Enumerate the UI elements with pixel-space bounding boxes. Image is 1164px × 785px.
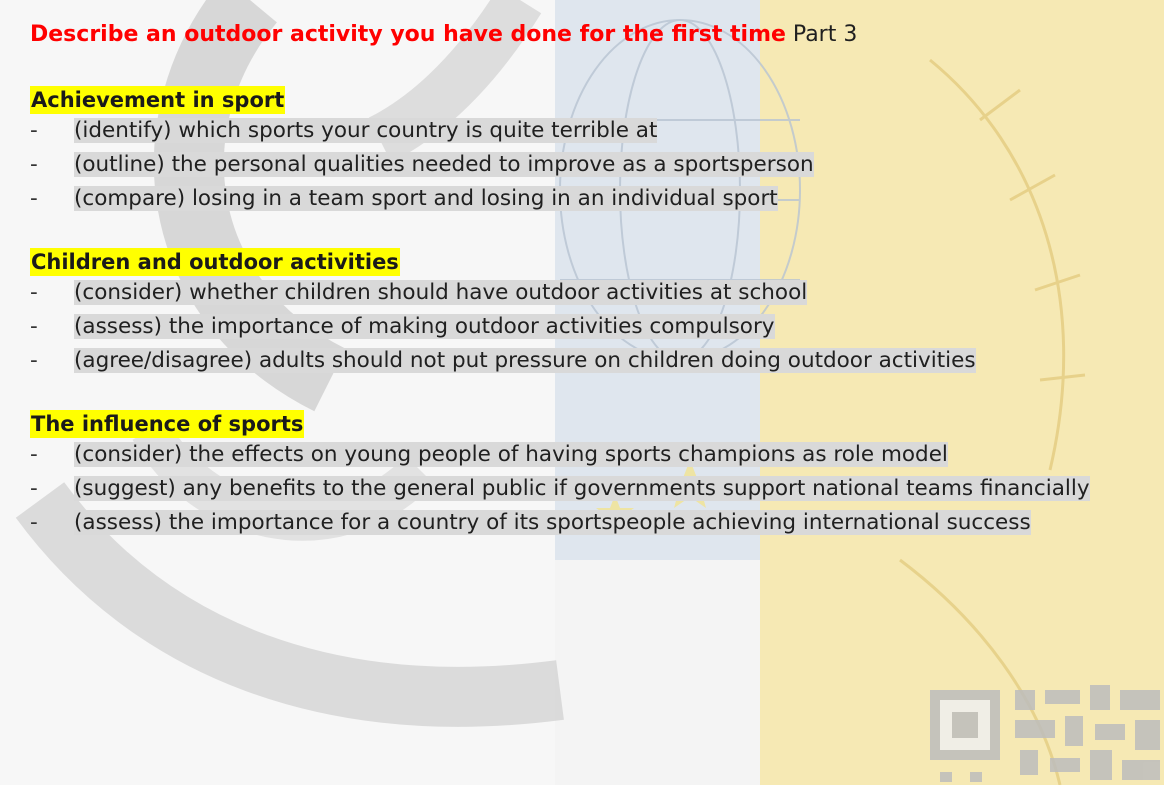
- page-title: Describe an outdoor activity you have do…: [30, 18, 1140, 52]
- list-item: - (suggest) any benefits to the general p…: [30, 474, 1140, 504]
- list-item: - (compare) losing in a team sport and lo…: [30, 184, 1140, 214]
- bullet-dash: -: [30, 314, 38, 339]
- section-achievement: Achievement in sport - (identify) which s…: [30, 86, 1140, 214]
- list-item: - (outline) the personal qualities needed…: [30, 150, 1140, 180]
- item-text: (suggest) any benefits to the general pu…: [74, 476, 1090, 501]
- list-item: - (assess) the importance for a country o…: [30, 508, 1140, 538]
- item-list: - (consider) the effects on young people …: [30, 440, 1140, 538]
- item-list: - (identify) which sports your country is…: [30, 116, 1140, 214]
- bullet-dash: -: [30, 442, 38, 467]
- section-influence: The influence of sports - (consider) the …: [30, 410, 1140, 538]
- item-list: - (consider) whether children should have…: [30, 278, 1140, 376]
- section-heading: The influence of sports: [30, 410, 305, 438]
- item-text: (consider) whether children should have …: [74, 280, 808, 305]
- bullet-dash: -: [30, 152, 38, 177]
- item-text: (identify) which sports your country is …: [74, 118, 658, 143]
- list-item: - (consider) whether children should have…: [30, 278, 1140, 308]
- bullet-dash: -: [30, 510, 38, 535]
- bullet-dash: -: [30, 280, 38, 305]
- item-text: (assess) the importance for a country of…: [74, 510, 1031, 535]
- item-text: (outline) the personal qualities needed …: [74, 152, 814, 177]
- title-main: Describe an outdoor activity you have do…: [30, 22, 786, 47]
- item-text: (assess) the importance of making outdoo…: [74, 314, 775, 339]
- section-heading: Children and outdoor activities: [30, 248, 400, 276]
- item-text: (consider) the effects on young people o…: [74, 442, 948, 467]
- bullet-dash: -: [30, 186, 38, 211]
- document-body: Describe an outdoor activity you have do…: [30, 14, 1140, 572]
- qr-code-watermark-icon: [930, 685, 1160, 782]
- bullet-dash: -: [30, 476, 38, 501]
- list-item: - (identify) which sports your country is…: [30, 116, 1140, 146]
- bullet-dash: -: [30, 348, 38, 373]
- section-heading: Achievement in sport: [30, 86, 286, 114]
- section-children: Children and outdoor activities - (consid…: [30, 248, 1140, 376]
- title-part: Part 3: [792, 22, 858, 47]
- item-text: (agree/disagree) adults should not put p…: [74, 348, 976, 373]
- list-item: - (consider) the effects on young people …: [30, 440, 1140, 470]
- list-item: - (agree/disagree) adults should not put …: [30, 346, 1140, 376]
- bullet-dash: -: [30, 118, 38, 143]
- list-item: - (assess) the importance of making outdo…: [30, 312, 1140, 342]
- item-text: (compare) losing in a team sport and los…: [74, 186, 778, 211]
